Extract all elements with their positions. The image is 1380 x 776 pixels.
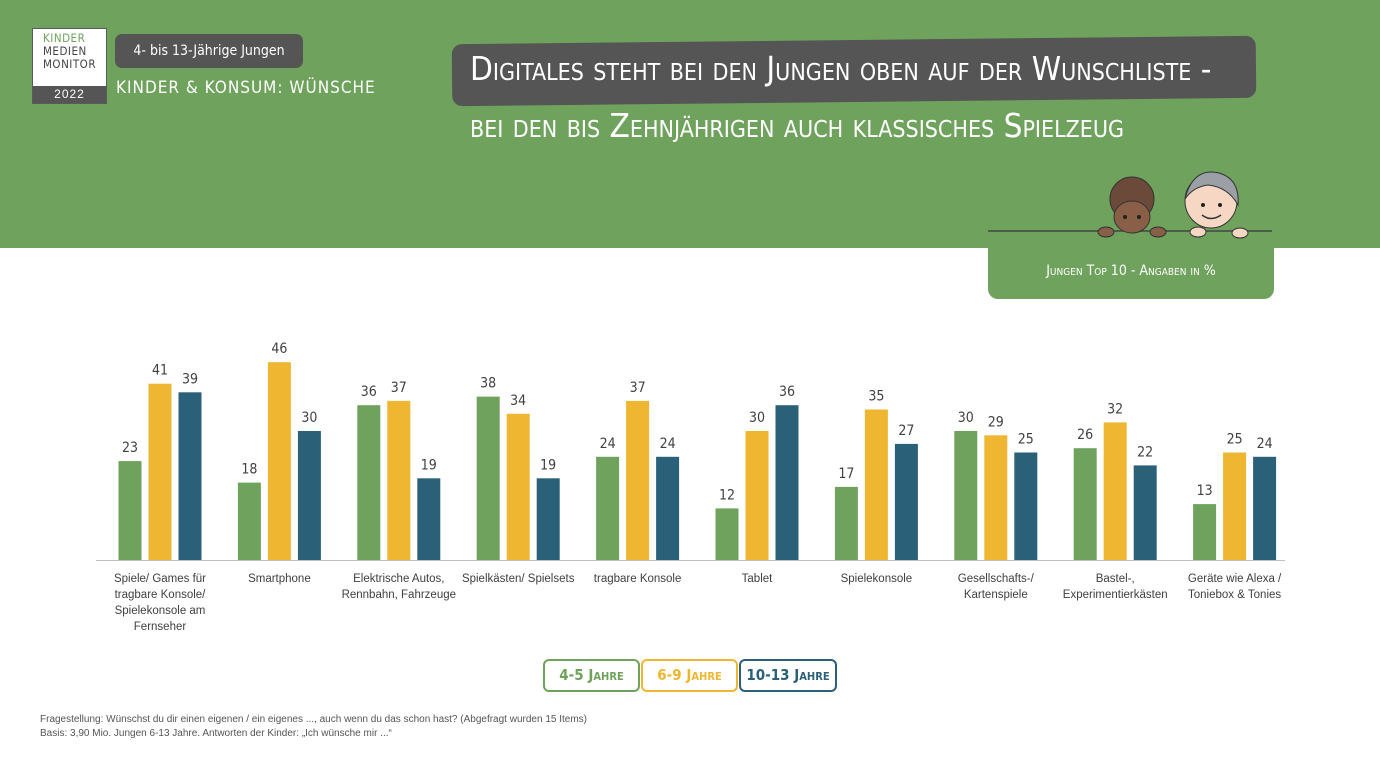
value-label-6-9-jahre-4: 34 (510, 393, 526, 409)
value-label-6-9-jahre-9: 32 (1107, 401, 1123, 417)
value-label-10-13-jahre-4: 19 (540, 457, 556, 473)
value-label-4-5-jahre-2: 18 (241, 462, 257, 478)
bar-10-13-jahre-1 (178, 392, 202, 560)
category-label-7: Spielekonsole (841, 573, 913, 585)
kindermedienmonitor-logo: KINDER MEDIEN MONITOR 2022 (32, 28, 107, 104)
value-label-10-13-jahre-5: 24 (660, 436, 676, 452)
category-label-3: Elektrische Autos, Rennbahn, Fahrzeuge (342, 573, 456, 601)
value-label-10-13-jahre-8: 25 (1018, 432, 1034, 448)
category-label-8: Gesellschafts-/Kartenspiele (958, 573, 1035, 601)
category-label-6: Tablet (742, 573, 773, 585)
bar-6-9-jahre-1 (148, 383, 172, 560)
value-label-6-9-jahre-10: 25 (1227, 432, 1243, 448)
bar-6-9-jahre-5 (626, 400, 650, 560)
bar-10-13-jahre-7 (894, 443, 918, 560)
logo-year: 2022 (33, 86, 106, 103)
bar-10-13-jahre-3 (417, 478, 441, 560)
bar-4-5-jahre-10 (1193, 504, 1217, 560)
value-label-10-13-jahre-9: 22 (1137, 444, 1153, 460)
category-label-1: Spiele/ Games für tragbare Konsole/Spiele… (114, 573, 206, 633)
logo-line3: MONITOR (43, 57, 97, 71)
bar-4-5-jahre-1 (118, 461, 142, 560)
logo-line1: KINDER (43, 31, 86, 45)
bar-6-9-jahre-3 (387, 400, 411, 560)
bar-10-13-jahre-9 (1133, 465, 1157, 560)
value-label-10-13-jahre-6: 36 (779, 384, 795, 400)
bar-10-13-jahre-4 (536, 478, 560, 560)
value-label-6-9-jahre-3: 37 (391, 380, 407, 396)
bar-4-5-jahre-3 (357, 405, 381, 560)
bar-4-5-jahre-6 (715, 508, 739, 560)
legend-6-9-jahre: 6-9 Jahre (641, 659, 738, 692)
logo-line2: MEDIEN (43, 44, 87, 58)
kids-illustration (988, 171, 1272, 239)
bar-4-5-jahre-4 (476, 396, 500, 560)
value-label-6-9-jahre-8: 29 (988, 414, 1004, 430)
legend-10-13-jahre: 10-13 Jahre (739, 659, 837, 692)
audience-tag: 4- bis 13-Jährige Jungen (115, 34, 303, 68)
value-label-6-9-jahre-1: 41 (152, 363, 168, 379)
value-label-4-5-jahre-5: 24 (600, 436, 616, 452)
value-label-6-9-jahre-2: 46 (271, 341, 287, 357)
bar-4-5-jahre-8 (954, 431, 978, 560)
bar-chart: 23 41 39 Spiele/ Games für tragbare Konsole/… (96, 341, 1285, 633)
bar-4-5-jahre-5 (596, 456, 620, 560)
bar-6-9-jahre-7 (864, 409, 888, 560)
footnote-question: Fragestellung: Wünschst du dir einen eig… (40, 714, 587, 725)
bar-6-9-jahre-8 (984, 435, 1008, 560)
value-label-4-5-jahre-1: 23 (122, 440, 138, 456)
value-label-6-9-jahre-5: 37 (630, 380, 646, 396)
bar-6-9-jahre-10 (1223, 452, 1247, 560)
value-label-4-5-jahre-6: 12 (719, 487, 735, 503)
value-label-6-9-jahre-6: 30 (749, 410, 765, 426)
value-label-4-5-jahre-4: 38 (480, 376, 496, 392)
category-label-2: Smartphone (248, 573, 311, 585)
top10-label: Jungen Top 10 - Angaben in % (988, 248, 1274, 299)
value-label-4-5-jahre-7: 17 (838, 466, 854, 482)
value-label-10-13-jahre-7: 27 (898, 423, 914, 439)
bar-6-9-jahre-9 (1103, 422, 1127, 560)
bar-10-13-jahre-2 (297, 431, 321, 560)
value-label-6-9-jahre-7: 35 (868, 389, 884, 405)
category-label-4: Spielkästen/ Spielsets (462, 573, 575, 585)
page-title-line2: bei den bis Zehnjährigen auch klassische… (470, 106, 1125, 145)
bar-4-5-jahre-2 (237, 482, 261, 560)
category-label-9: Bastel-, Experimentierkästen (1063, 573, 1168, 601)
value-label-4-5-jahre-10: 13 (1197, 483, 1213, 499)
value-label-4-5-jahre-8: 30 (958, 410, 974, 426)
bar-6-9-jahre-4 (506, 413, 530, 560)
page-title-line1: Digitales steht bei den Jungen oben auf … (470, 49, 1212, 88)
value-label-4-5-jahre-3: 36 (361, 384, 377, 400)
category-label-5: tragbare Konsole (594, 573, 682, 585)
value-label-10-13-jahre-1: 39 (182, 371, 198, 387)
bar-10-13-jahre-6 (775, 405, 799, 560)
value-label-10-13-jahre-10: 24 (1257, 436, 1273, 452)
section-subtitle: KINDER & KONSUM: WÜNSCHE (116, 78, 376, 98)
value-label-4-5-jahre-9: 26 (1077, 427, 1093, 443)
value-label-10-13-jahre-3: 19 (421, 457, 437, 473)
bar-10-13-jahre-10 (1253, 456, 1277, 560)
bar-10-13-jahre-8 (1014, 452, 1038, 560)
bar-6-9-jahre-2 (267, 362, 291, 560)
bar-6-9-jahre-6 (745, 431, 769, 560)
bar-4-5-jahre-9 (1073, 448, 1097, 560)
footnote-basis: Basis: 3,90 Mio. Jungen 6-13 Jahre. Antw… (40, 728, 392, 739)
value-label-10-13-jahre-2: 30 (301, 410, 317, 426)
category-label-10: Geräte wie Alexa / Toniebox & Tonies (1188, 573, 1282, 601)
bar-4-5-jahre-7 (834, 486, 858, 560)
bar-10-13-jahre-5 (656, 456, 680, 560)
legend-4-5-jahre: 4-5 Jahre (543, 659, 640, 692)
